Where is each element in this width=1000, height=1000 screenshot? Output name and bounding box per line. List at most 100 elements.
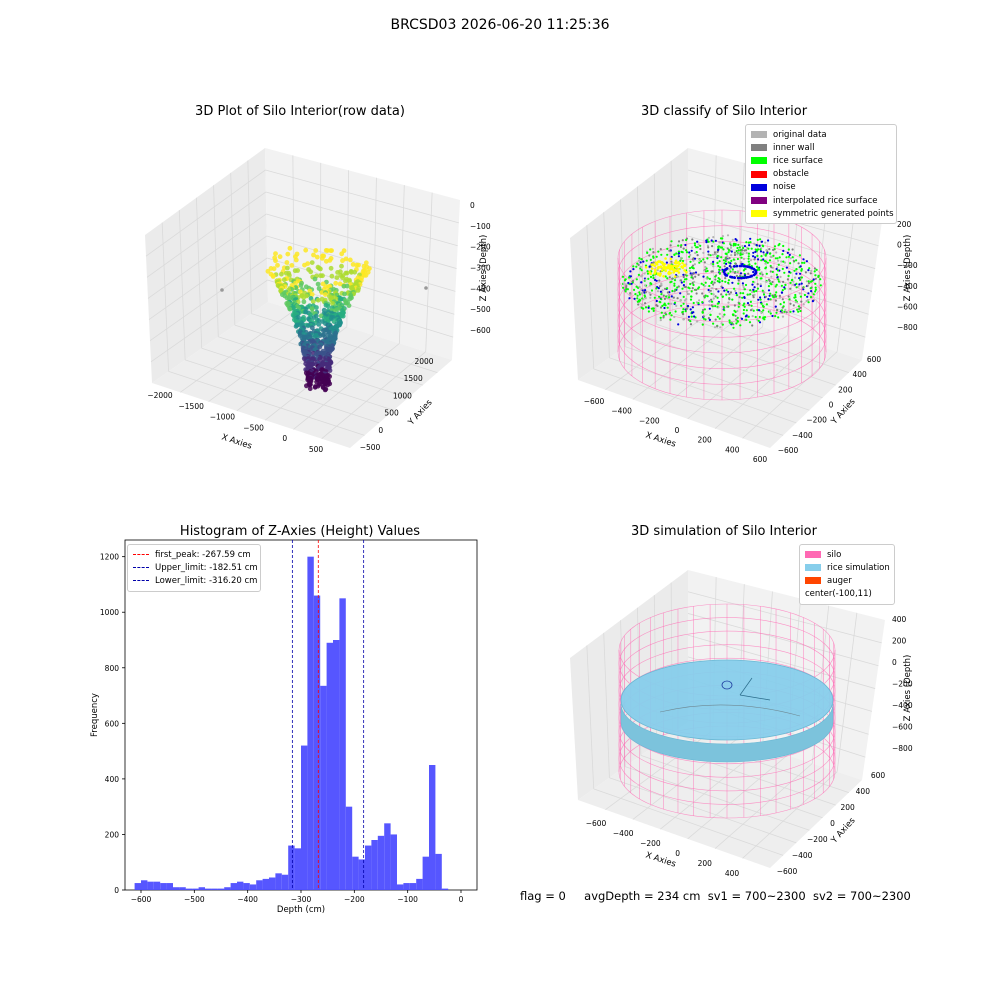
data-point: [660, 269, 664, 272]
legend-classify: original data inner wall rice surface obsta…: [745, 124, 897, 225]
data-point: [795, 268, 798, 271]
data-point: [707, 236, 711, 239]
rice-surface-contour: [659, 704, 801, 717]
data-point: [709, 300, 712, 303]
data-point: [746, 302, 750, 305]
data-point: [743, 265, 746, 268]
data-point: [292, 268, 298, 274]
data-point: [688, 255, 691, 258]
data-point: [722, 305, 725, 309]
data-point: [708, 307, 711, 310]
data-point: [789, 310, 792, 313]
legend-label: first_peak: -267.59 cm: [155, 549, 251, 560]
data-point: [644, 302, 647, 305]
data-point: [767, 289, 771, 292]
data-point: [340, 258, 345, 264]
data-point: [763, 316, 767, 319]
data-point: [649, 296, 652, 299]
data-point: [742, 246, 745, 250]
data-point: [738, 296, 741, 299]
data-point: [682, 273, 685, 276]
data-point: [757, 258, 760, 261]
data-point: [685, 238, 688, 242]
data-point: [663, 262, 666, 266]
data-point: [736, 309, 739, 313]
data-point: [313, 248, 319, 253]
data-point: [794, 301, 798, 304]
y-tick-label: 0: [830, 819, 835, 828]
data-point: [712, 240, 715, 243]
y-tick-label: 600: [871, 771, 886, 780]
data-point: [805, 280, 809, 283]
grid-line: [593, 368, 784, 436]
y-tick-label: −600: [777, 867, 798, 876]
data-point: [747, 252, 751, 255]
legend-label: rice surface: [773, 155, 823, 166]
data-point: [640, 288, 643, 291]
data-point: [772, 254, 775, 257]
data-point: [724, 260, 727, 263]
flag-text: flag = 0: [520, 889, 566, 903]
data-point: [743, 305, 746, 308]
data-point: [666, 247, 669, 250]
panel-1-title: 3D Plot of Silo Interior(row data): [195, 104, 405, 119]
z-tick-label: 0: [470, 201, 475, 210]
x-tick-label: 200: [698, 436, 713, 445]
grid-line: [147, 213, 267, 299]
pane-left: [145, 148, 268, 383]
data-point: [751, 283, 754, 286]
data-point: [670, 267, 674, 271]
data-point: [799, 309, 802, 313]
data-point: [785, 256, 788, 259]
data-point: [751, 315, 754, 318]
data-point: [665, 295, 668, 298]
data-point: [323, 258, 329, 264]
data-point: [710, 292, 713, 295]
data-point: [314, 254, 320, 260]
data-point: [736, 270, 740, 273]
histogram-bar: [384, 823, 391, 890]
data-point: [308, 269, 314, 275]
data-point: [637, 303, 640, 306]
data-point: [710, 270, 713, 273]
data-point: [657, 287, 660, 290]
data-point: [659, 319, 662, 322]
data-point: [741, 296, 744, 299]
data-point: [717, 264, 720, 268]
legend-swatch: [751, 144, 767, 152]
legend-swatch: [751, 210, 767, 218]
data-point: [752, 296, 755, 299]
x-tick-label: −400: [237, 895, 258, 904]
legend-label: symmetric generated points: [773, 208, 894, 219]
data-point: [670, 314, 673, 317]
data-point: [777, 244, 780, 247]
histogram-bar: [441, 888, 449, 890]
legend-entry: Lower_limit: -316.20 cm: [133, 574, 257, 587]
legend-entry: center(-100,11): [805, 588, 889, 601]
z-tick-label: 400: [892, 615, 907, 624]
avg-depth-text: avgDepth = 234 cm: [584, 889, 701, 903]
z-tick-label: 0: [892, 658, 897, 667]
data-point: [273, 251, 278, 256]
data-point: [745, 251, 748, 254]
data-point: [703, 285, 706, 288]
grid-line: [609, 357, 797, 424]
data-point: [727, 272, 730, 275]
data-point: [683, 299, 687, 302]
data-point: [325, 303, 331, 309]
data-point: [759, 296, 762, 299]
grid-line: [146, 191, 267, 278]
data-point: [760, 259, 763, 262]
data-point: [682, 264, 686, 267]
y-tick-label: 800: [105, 664, 120, 673]
data-point: [668, 249, 671, 252]
data-point: [734, 289, 737, 292]
data-point: [722, 242, 726, 245]
data-point: [668, 276, 671, 279]
data-point: [323, 292, 328, 297]
grid-line: [213, 185, 219, 337]
data-point: [752, 288, 755, 291]
data-point: [782, 260, 785, 263]
data-point: [732, 244, 735, 247]
